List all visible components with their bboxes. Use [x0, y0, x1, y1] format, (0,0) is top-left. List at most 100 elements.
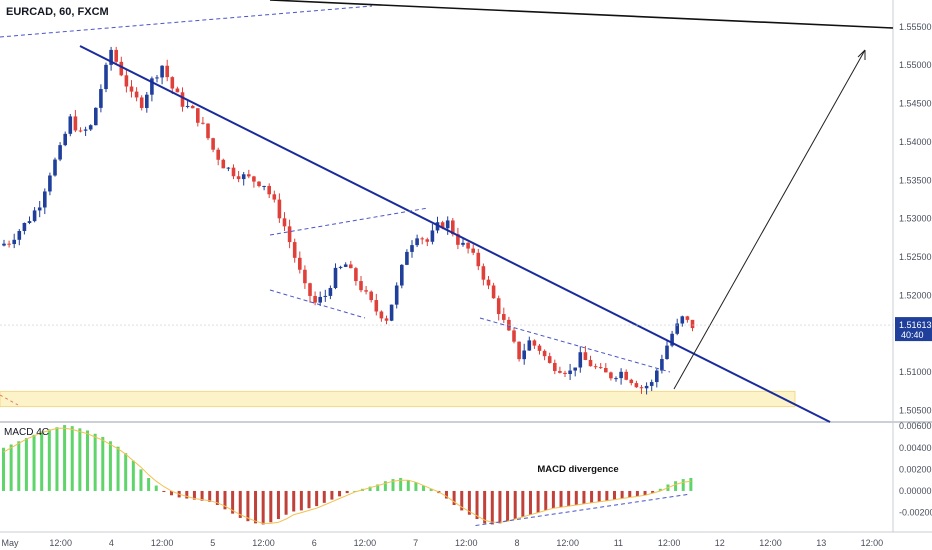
macd-histogram-bar: [101, 436, 105, 491]
macd-histogram-bar: [139, 469, 143, 491]
macd-histogram-bar: [345, 490, 349, 494]
candle-body: [547, 356, 552, 363]
macd-histogram-bar: [444, 490, 448, 499]
macd-histogram-bar: [567, 490, 571, 507]
candle-body: [604, 367, 608, 373]
macd-histogram-bar: [63, 425, 67, 491]
macd-histogram-bar: [192, 490, 196, 500]
candle-body: [221, 159, 226, 169]
macd-histogram-bar: [452, 490, 456, 505]
candle-body: [134, 91, 139, 98]
macd-histogram-bar: [536, 490, 540, 513]
macd-histogram-bar: [544, 490, 548, 511]
candle-body: [216, 149, 220, 160]
candle-body: [43, 191, 47, 208]
time-tick-label: 12:00: [49, 538, 72, 548]
candle-body: [7, 243, 11, 245]
macd-histogram-bar: [208, 490, 212, 502]
macd-histogram-bar: [307, 490, 311, 509]
candle-body: [78, 130, 83, 132]
time-tick-label: 4: [109, 538, 114, 548]
macd-histogram-bar: [284, 490, 288, 515]
candle-body: [247, 174, 251, 177]
candle-body: [313, 295, 317, 303]
macd-histogram-bar: [131, 460, 135, 491]
candle-body: [670, 333, 674, 346]
candle-body: [660, 359, 664, 371]
candle-body: [196, 108, 200, 123]
macd-histogram-bar: [17, 441, 21, 491]
candle-body: [491, 285, 496, 299]
price-tick-label: 1.55500: [899, 22, 932, 32]
time-tick-label: 8: [514, 538, 519, 548]
macd-histogram-bar: [429, 488, 433, 491]
candle-body: [502, 314, 506, 320]
time-tick-label: May: [1, 538, 19, 548]
candle-body: [277, 199, 282, 219]
candle-body: [573, 367, 577, 371]
candle-body: [88, 125, 93, 130]
candle-body: [104, 64, 108, 90]
macd-histogram-bar: [490, 490, 494, 525]
macd-signal-line: [3, 427, 691, 524]
candle-body: [231, 167, 236, 177]
candle-body: [2, 243, 6, 246]
candle-body: [241, 174, 246, 180]
candle-body: [303, 269, 307, 284]
candle-body: [624, 371, 628, 380]
time-tick-label: 12:00: [151, 538, 174, 548]
price-tick-label: 1.54000: [899, 137, 932, 147]
macd-histogram-bar: [93, 433, 97, 491]
macd-histogram-bar: [383, 481, 387, 491]
macd-histogram-bar: [32, 434, 36, 491]
candle-body: [262, 185, 266, 187]
macd-histogram-bar: [582, 490, 586, 504]
macd-histogram-bar: [47, 429, 51, 491]
candle-body: [63, 133, 67, 146]
candle-body: [282, 218, 287, 227]
price-tick-label: 1.55000: [899, 60, 932, 70]
macd-histogram-bar: [2, 447, 5, 491]
macd-histogram-bar: [154, 485, 158, 491]
candle-body: [445, 220, 450, 229]
candle-body: [558, 370, 562, 373]
symbol-title: EURCAD, 60, FXCM: [6, 6, 109, 18]
candle-body: [522, 350, 526, 360]
candle-body: [252, 176, 256, 182]
macd-histogram-bar: [86, 430, 90, 491]
macd-histogram-bar: [513, 490, 517, 520]
candle-body: [563, 372, 567, 374]
candle-body: [308, 283, 312, 296]
macd-histogram-bar: [170, 490, 174, 496]
macd-histogram-bar: [391, 479, 395, 491]
candle-body: [527, 340, 532, 351]
candle-body: [415, 238, 419, 246]
candle-body: [236, 176, 241, 180]
macd-histogram-bar: [574, 490, 578, 505]
price-tick-label: 1.52500: [899, 252, 932, 262]
candle-body: [124, 75, 129, 87]
time-tick-label: 12:00: [658, 538, 681, 548]
candle-body: [267, 185, 271, 195]
candle-body: [145, 94, 149, 108]
macd-histogram-bar: [506, 490, 510, 522]
candle-body: [461, 242, 465, 245]
target-arrow-head: [857, 49, 866, 60]
candle-body: [537, 345, 542, 351]
macd-histogram-bar: [353, 490, 357, 492]
last-price-box: [895, 317, 932, 342]
macd-histogram-bar: [689, 478, 693, 491]
candle-body: [394, 285, 399, 305]
macd-tick-label: -0.00200: [899, 508, 932, 518]
time-tick-label: 12:00: [252, 538, 275, 548]
candle-body: [644, 385, 649, 389]
candle-body: [94, 107, 98, 126]
candle-body: [496, 298, 501, 315]
candle-body: [374, 300, 379, 312]
candle-body: [685, 316, 690, 320]
macd-histogram-bar: [406, 480, 410, 491]
candle-body: [379, 311, 384, 319]
